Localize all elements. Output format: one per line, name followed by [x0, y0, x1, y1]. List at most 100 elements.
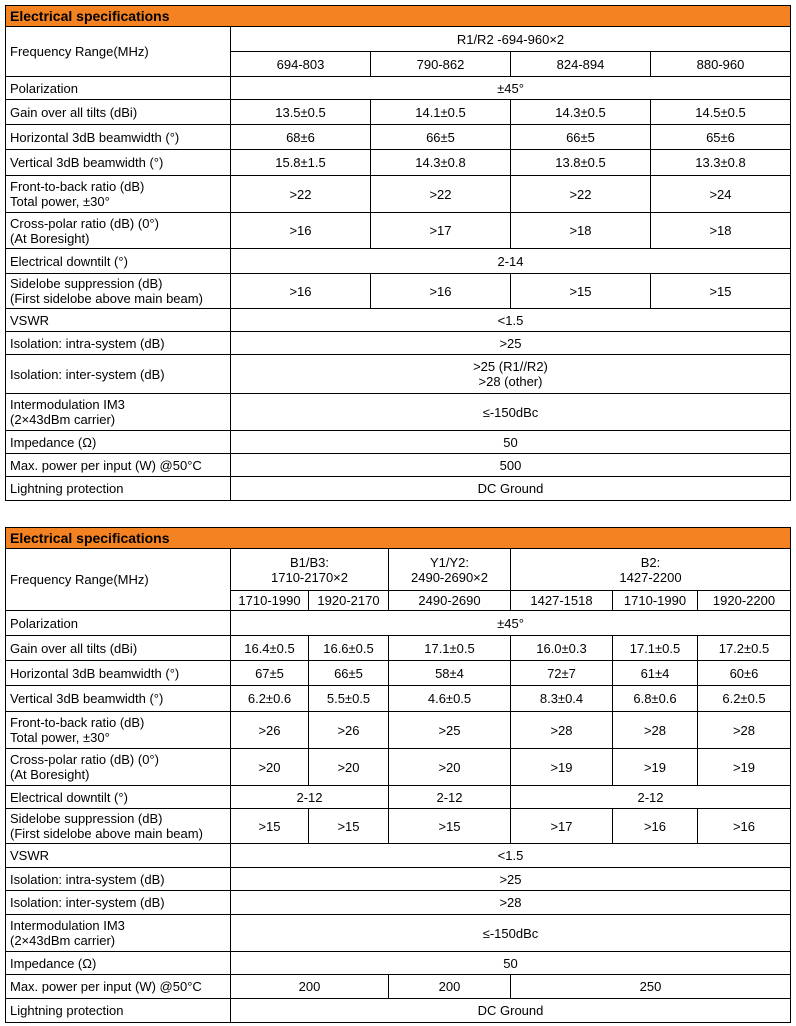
value-cell: 65±6: [650, 124, 791, 150]
band-group: Y1/Y2: 2490-2690×2: [388, 548, 511, 591]
value-cell: 14.1±0.5: [370, 99, 511, 125]
row-label: Isolation: inter-system (dB): [5, 354, 231, 394]
row-label: Sidelobe suppression (dB) (First sidelob…: [5, 808, 231, 844]
value-cell: >25: [388, 711, 511, 749]
value-cell: 2-12: [388, 785, 511, 809]
value-cell: >25: [230, 331, 791, 355]
value-cell: 16.6±0.5: [308, 635, 389, 661]
value-cell: 17.1±0.5: [388, 635, 511, 661]
value-cell: >19: [697, 748, 791, 786]
band-group: B1/B3: 1710-2170×2: [230, 548, 389, 591]
value-cell: >19: [612, 748, 698, 786]
row-label: Isolation: inter-system (dB): [5, 890, 231, 915]
value-cell: >26: [230, 711, 309, 749]
value-cell: >19: [510, 748, 613, 786]
row-label: Cross-polar ratio (dB) (0°) (At Boresigh…: [5, 748, 231, 786]
value-cell: 72±7: [510, 660, 613, 686]
value-cell: >25 (R1//R2) >28 (other): [230, 354, 791, 394]
value-cell: >26: [308, 711, 389, 749]
band-group: R1/R2 -694-960×2: [230, 26, 791, 52]
value-cell: 16.4±0.5: [230, 635, 309, 661]
value-cell: 17.1±0.5: [612, 635, 698, 661]
value-cell: >17: [370, 212, 511, 249]
value-cell: 13.8±0.5: [510, 149, 651, 176]
row-label: Front-to-back ratio (dB) Total power, ±3…: [5, 711, 231, 749]
value-cell: >28: [697, 711, 791, 749]
value-cell: 2-12: [510, 785, 791, 809]
value-cell: ±45°: [230, 610, 791, 636]
value-cell: 6.2±0.6: [230, 685, 309, 712]
band: 2490-2690: [388, 590, 511, 611]
row-label: Vertical 3dB beamwidth (°): [5, 149, 231, 176]
value-cell: 66±5: [370, 124, 511, 150]
value-cell: >24: [650, 175, 791, 213]
value-cell: 15.8±1.5: [230, 149, 371, 176]
value-cell: 50: [230, 430, 791, 454]
value-cell: 58±4: [388, 660, 511, 686]
value-cell: >20: [388, 748, 511, 786]
value-cell: >16: [230, 273, 371, 309]
value-cell: >16: [230, 212, 371, 249]
row-label: Impedance (Ω): [5, 951, 231, 975]
value-cell: >20: [308, 748, 389, 786]
value-cell: 16.0±0.3: [510, 635, 613, 661]
value-cell: >16: [370, 273, 511, 309]
value-cell: >22: [510, 175, 651, 213]
value-cell: 66±5: [308, 660, 389, 686]
value-cell: >16: [612, 808, 698, 844]
value-cell: >15: [510, 273, 651, 309]
row-label: Isolation: intra-system (dB): [5, 867, 231, 891]
value-cell: 61±4: [612, 660, 698, 686]
row-label: Gain over all tilts (dBi): [5, 635, 231, 661]
value-cell: >15: [650, 273, 791, 309]
value-cell: <1.5: [230, 843, 791, 868]
row-label: Lightning protection: [5, 998, 231, 1023]
row-label: Lightning protection: [5, 476, 231, 501]
row-label: Polarization: [5, 610, 231, 636]
row-label: VSWR: [5, 843, 231, 868]
row-label: Horizontal 3dB beamwidth (°): [5, 660, 231, 686]
band: 824-894: [510, 51, 651, 77]
value-cell: >28: [230, 890, 791, 915]
row-label: Intermodulation IM3 (2×43dBm carrier): [5, 914, 231, 952]
row-label: Intermodulation IM3 (2×43dBm carrier): [5, 393, 231, 431]
row-label: Sidelobe suppression (dB) (First sidelob…: [5, 273, 231, 309]
value-cell: 13.5±0.5: [230, 99, 371, 125]
value-cell: 200: [230, 974, 389, 999]
value-cell: ≤-150dBc: [230, 393, 791, 431]
value-cell: 68±6: [230, 124, 371, 150]
value-cell: 50: [230, 951, 791, 975]
value-cell: >20: [230, 748, 309, 786]
value-cell: 6.2±0.5: [697, 685, 791, 712]
value-cell: >18: [650, 212, 791, 249]
value-cell: 200: [388, 974, 511, 999]
row-label: Max. power per input (W) @50°C: [5, 974, 231, 999]
row-label: Max. power per input (W) @50°C: [5, 453, 231, 477]
value-cell: >15: [308, 808, 389, 844]
band: 1920-2200: [697, 590, 791, 611]
value-cell: 60±6: [697, 660, 791, 686]
value-cell: >17: [510, 808, 613, 844]
value-cell: 2-14: [230, 248, 791, 274]
row-label: Isolation: intra-system (dB): [5, 331, 231, 355]
value-cell: >22: [370, 175, 511, 213]
value-cell: >28: [510, 711, 613, 749]
value-cell: 2-12: [230, 785, 389, 809]
row-label: Gain over all tilts (dBi): [5, 99, 231, 125]
band: 1427-1518: [510, 590, 613, 611]
row-label: Front-to-back ratio (dB) Total power, ±3…: [5, 175, 231, 213]
band-group: B2: 1427-2200: [510, 548, 791, 591]
value-cell: >15: [388, 808, 511, 844]
value-cell: 250: [510, 974, 791, 999]
row-label: VSWR: [5, 308, 231, 332]
value-cell: 500: [230, 453, 791, 477]
value-cell: >15: [230, 808, 309, 844]
row-label: Cross-polar ratio (dB) (0°) (At Boresigh…: [5, 212, 231, 249]
value-cell: 14.5±0.5: [650, 99, 791, 125]
value-cell: 67±5: [230, 660, 309, 686]
band: 880-960: [650, 51, 791, 77]
row-label: Frequency Range(MHz): [5, 548, 231, 611]
value-cell: <1.5: [230, 308, 791, 332]
value-cell: 6.8±0.6: [612, 685, 698, 712]
value-cell: 17.2±0.5: [697, 635, 791, 661]
